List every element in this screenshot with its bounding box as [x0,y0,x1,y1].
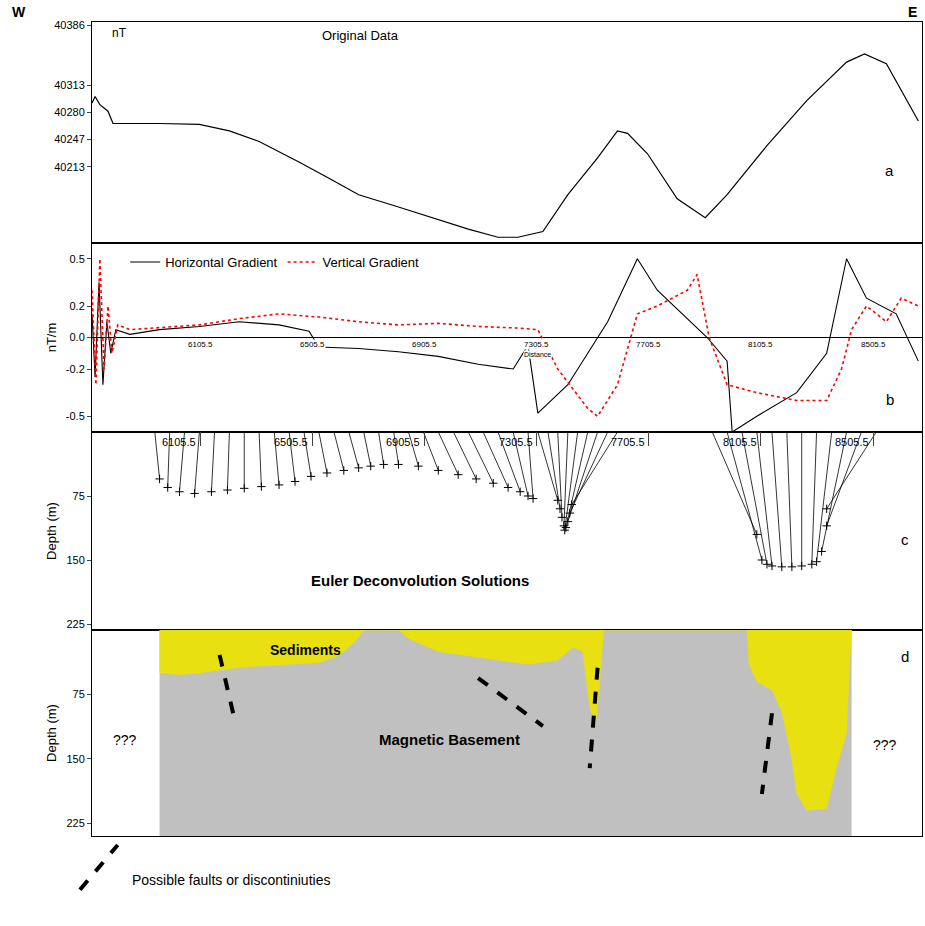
svg-text:150: 150 [66,554,84,566]
svg-text:nT: nT [112,26,127,40]
svg-text:6505.5: 6505.5 [274,436,308,448]
svg-text:7305.5: 7305.5 [524,340,549,349]
svg-text:???: ??? [113,732,137,748]
svg-text:Possible faults or discontiniu: Possible faults or discontiniuties [132,872,330,888]
svg-text:40213: 40213 [54,161,85,173]
svg-text:Depth (m): Depth (m) [44,704,59,762]
svg-text:-0.2: -0.2 [66,363,85,375]
svg-text:150: 150 [66,753,84,765]
svg-text:a: a [885,162,894,179]
svg-text:b: b [886,391,894,408]
svg-text:Euler Deconvolution Solutions: Euler Deconvolution Solutions [311,572,529,589]
svg-text:Horizontal Gradient: Horizontal Gradient [165,255,277,270]
svg-text:c: c [901,531,909,548]
svg-text:8105.5: 8105.5 [748,340,773,349]
svg-text:75: 75 [73,490,85,502]
svg-text:0.2: 0.2 [70,300,85,312]
svg-text:-0.5: -0.5 [66,410,85,422]
svg-text:8505.5: 8505.5 [835,436,869,448]
svg-text:225: 225 [66,817,84,829]
svg-text:6905.5: 6905.5 [386,436,420,448]
svg-text:d: d [901,648,909,665]
svg-text:6905.5: 6905.5 [412,340,437,349]
svg-text:E: E [908,4,917,20]
svg-text:Original Data: Original Data [322,28,399,43]
svg-text:8505.5: 8505.5 [861,340,886,349]
svg-text:Magnetic Basement: Magnetic Basement [379,731,520,748]
svg-text:???: ??? [873,737,897,753]
svg-text:6105.5: 6105.5 [188,340,213,349]
svg-text:40386: 40386 [54,19,85,31]
svg-text:7705.5: 7705.5 [636,340,661,349]
svg-text:Vertical Gradient: Vertical Gradient [323,255,419,270]
svg-text:7705.5: 7705.5 [611,436,645,448]
svg-text:nT/m: nT/m [44,323,59,353]
svg-text:Depth (m): Depth (m) [44,502,59,560]
svg-text:225: 225 [66,618,84,630]
svg-text:0.0: 0.0 [70,331,85,343]
svg-text:0.5: 0.5 [70,253,85,265]
svg-text:Sediments: Sediments [270,642,341,658]
svg-text:6105.5: 6105.5 [162,436,196,448]
svg-text:75: 75 [73,688,85,700]
svg-text:40280: 40280 [54,106,85,118]
svg-text:Distance: Distance [524,351,551,358]
svg-text:8105.5: 8105.5 [723,436,757,448]
svg-text:W: W [12,4,26,20]
svg-text:40313: 40313 [54,79,85,91]
svg-text:6505.5: 6505.5 [300,340,325,349]
svg-text:40247: 40247 [54,133,85,145]
svg-text:7305.5: 7305.5 [499,436,533,448]
